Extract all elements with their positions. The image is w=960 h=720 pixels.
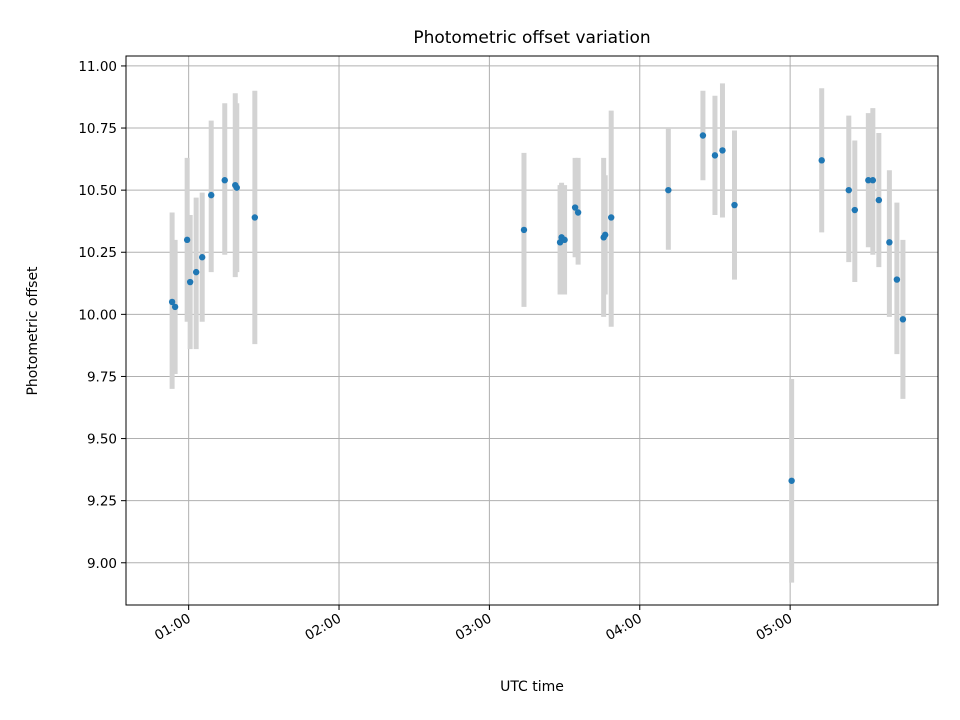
y-tick-label: 10.75 [78, 121, 117, 137]
data-point [875, 196, 883, 204]
data-point [198, 254, 206, 261]
data-point [208, 191, 215, 199]
data-point [886, 239, 893, 246]
y-tick-label: 10.50 [78, 183, 117, 199]
data-point [183, 236, 191, 244]
x-axis-label: UTC time [500, 679, 564, 695]
data-point [711, 152, 719, 159]
data-point [561, 236, 568, 244]
data-point [186, 278, 194, 286]
data-point [251, 214, 259, 221]
data-point [607, 214, 615, 221]
y-tick-label: 9.00 [87, 556, 117, 572]
data-point [865, 177, 872, 184]
data-point [699, 132, 707, 139]
data-point [665, 186, 672, 194]
data-point [192, 268, 200, 276]
data-point [851, 206, 858, 214]
data-point [221, 177, 228, 184]
y-tick-label: 9.25 [87, 494, 117, 510]
y-tick-label: 9.75 [87, 369, 117, 385]
chart-title: Photometric offset variation [413, 28, 650, 48]
data-point [719, 147, 726, 154]
data-point [520, 226, 528, 234]
data-point [845, 186, 852, 194]
y-tick-label: 10.25 [78, 245, 117, 261]
data-point [818, 157, 825, 164]
data-point [731, 201, 738, 209]
data-point [869, 177, 877, 184]
data-point [574, 209, 582, 216]
data-point [601, 231, 609, 239]
data-point [788, 477, 795, 484]
y-tick-label: 11.00 [78, 59, 117, 75]
data-point [171, 303, 179, 311]
y-tick-label: 10.00 [78, 307, 117, 323]
y-axis-label: Photometric offset [25, 266, 41, 396]
data-point [168, 298, 176, 306]
plot-frame [125, 55, 939, 606]
data-point [893, 276, 901, 283]
y-tick-label: 9.50 [87, 432, 117, 448]
data-markers [168, 132, 907, 484]
data-point [233, 184, 240, 191]
data-point [899, 316, 907, 323]
data-point [571, 204, 579, 211]
